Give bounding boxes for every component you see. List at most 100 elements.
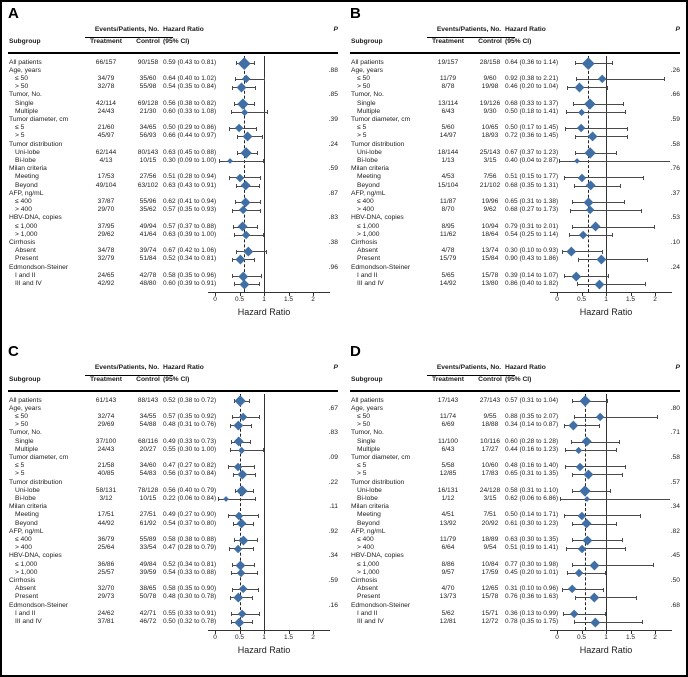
ci-value: 0.58 (0.38 to 0.88) <box>163 536 217 543</box>
ci-value: 0.51 (0.28 to 0.94) <box>163 173 217 181</box>
ci-cap-right <box>258 612 260 617</box>
control-value: 12/65 <box>481 585 499 593</box>
ci-cap-left <box>232 587 234 592</box>
ci-whisker <box>219 160 264 162</box>
x-axis-tick-label: 0.5 <box>234 634 245 641</box>
ci-cap-left <box>572 200 574 205</box>
ci-cap-left <box>571 563 573 567</box>
ci-cap-left <box>231 440 233 444</box>
subgroup-label: Single <box>357 99 376 107</box>
subgroup-label: Meeting <box>357 511 381 519</box>
treatment-value: 32/79 <box>97 255 115 263</box>
control-value: 9/54 <box>483 544 497 552</box>
subgroup-label: Absent <box>357 585 378 593</box>
hazard-ratio-marker <box>577 173 587 182</box>
hazard-ratio-marker <box>585 206 595 216</box>
column-header-events: Events/Patients, No. <box>436 364 502 371</box>
control-value: 69/128 <box>137 99 159 107</box>
ci-whisker <box>229 449 264 451</box>
ci-cap-left <box>231 257 233 262</box>
ci-whisker <box>571 564 654 566</box>
ci-value: 0.56 (0.40 to 0.79) <box>163 486 217 494</box>
control-value: 33/54 <box>139 544 157 552</box>
hazard-ratio-marker <box>571 271 581 281</box>
subgroup-header-label: Milan criteria <box>9 165 47 173</box>
ci-cap-left <box>574 61 576 65</box>
p-value: .38 <box>328 239 338 246</box>
ci-cap-right <box>611 233 613 238</box>
subgroup-header-label: Tumor, No. <box>351 429 384 437</box>
ci-value: 0.90 (0.43 to 1.86) <box>505 255 559 263</box>
hazard-ratio-marker <box>581 436 592 448</box>
ci-cap-left <box>234 489 236 494</box>
ci-value: 0.50 (0.18 to 1.41) <box>505 107 559 115</box>
ci-value: 0.56 (0.37 to 0.84) <box>163 470 217 478</box>
ci-value: 0.52 (0.34 to 0.81) <box>163 255 217 263</box>
ci-cap-right <box>257 225 259 229</box>
ci-whisker <box>565 111 627 113</box>
control-value: 15/78 <box>481 593 499 601</box>
p-value: .59 <box>670 116 680 123</box>
column-header-treatment: Treatment <box>432 38 464 45</box>
x-axis-tick <box>313 630 314 634</box>
ci-cap-right <box>263 448 264 453</box>
treatment-value: 34/78 <box>97 247 115 255</box>
treatment-value: 14/92 <box>439 280 457 287</box>
ci-cap-left <box>234 233 236 238</box>
control-value: 27/56 <box>139 173 157 181</box>
hazard-ratio-marker <box>589 593 599 603</box>
x-axis-tick-label: 2 <box>311 634 315 641</box>
ci-cap-right <box>253 61 255 65</box>
p-value: .09 <box>328 454 338 461</box>
hazard-ratio-marker <box>579 485 592 497</box>
panel-letter-b: B <box>350 5 361 22</box>
events-header-underline <box>427 37 515 38</box>
subgroup-label: All patients <box>9 58 42 66</box>
ci-cap-left <box>233 522 235 526</box>
control-value: 27/51 <box>139 511 157 519</box>
ci-cap-right <box>616 151 618 156</box>
control-value: 18/93 <box>481 132 499 140</box>
reference-line-hr1 <box>264 394 265 630</box>
x-axis-tick-label: 1.5 <box>625 296 636 303</box>
hazard-ratio-marker <box>574 82 585 93</box>
ci-cap-left <box>561 587 563 592</box>
hazard-ratio-marker <box>233 436 245 448</box>
treatment-value: 8/70 <box>441 206 455 214</box>
subgroup-header-label: Tumor, No. <box>9 91 42 99</box>
subgroup-label: III and IV <box>357 618 384 625</box>
ci-cap-left <box>572 399 574 403</box>
x-axis-tick <box>239 630 241 634</box>
p-value: .37 <box>670 189 680 197</box>
control-value: 80/143 <box>137 148 159 156</box>
control-value: 3/15 <box>483 157 497 164</box>
treatment-value: 3/12 <box>99 495 113 502</box>
ci-value: 0.50 (0.29 to 0.86) <box>163 124 217 132</box>
subgroup-label: Beyond <box>15 181 38 189</box>
events-header-underline <box>427 375 515 376</box>
ci-value: 0.22 (0.06 to 0.84) <box>163 495 217 502</box>
x-axis-line <box>208 630 330 631</box>
subgroup-header-label: Age, years <box>9 66 41 74</box>
treatment-value: 6/69 <box>441 421 455 429</box>
ci-cap-left <box>217 497 219 502</box>
p-value: .34 <box>328 552 338 560</box>
column-header-events: Events/Patients, No. <box>94 26 160 33</box>
subgroup-label: Present <box>15 255 39 263</box>
ci-cap-right <box>258 587 260 592</box>
ci-whisker <box>561 251 603 253</box>
control-value: 42/71 <box>139 609 157 617</box>
ci-value: 0.60 (0.33 to 1.08) <box>163 107 217 115</box>
subgroup-label: > 400 <box>15 206 32 214</box>
control-value: 7/56 <box>483 173 497 181</box>
ci-cap-left <box>233 225 235 229</box>
ci-value: 0.47 (0.28 to 0.79) <box>163 544 217 552</box>
ci-cap-left <box>237 151 239 156</box>
subgroup-label: > 1,000 <box>15 230 38 238</box>
hazard-ratio-marker <box>585 180 596 192</box>
ci-cap-right <box>255 85 257 90</box>
column-header-control: Control <box>136 376 160 383</box>
subgroup-label: ≤ 5 <box>357 124 367 132</box>
ci-value: 0.31 (0.10 to 0.96) <box>505 585 559 593</box>
treatment-value: 6/64 <box>441 544 455 552</box>
